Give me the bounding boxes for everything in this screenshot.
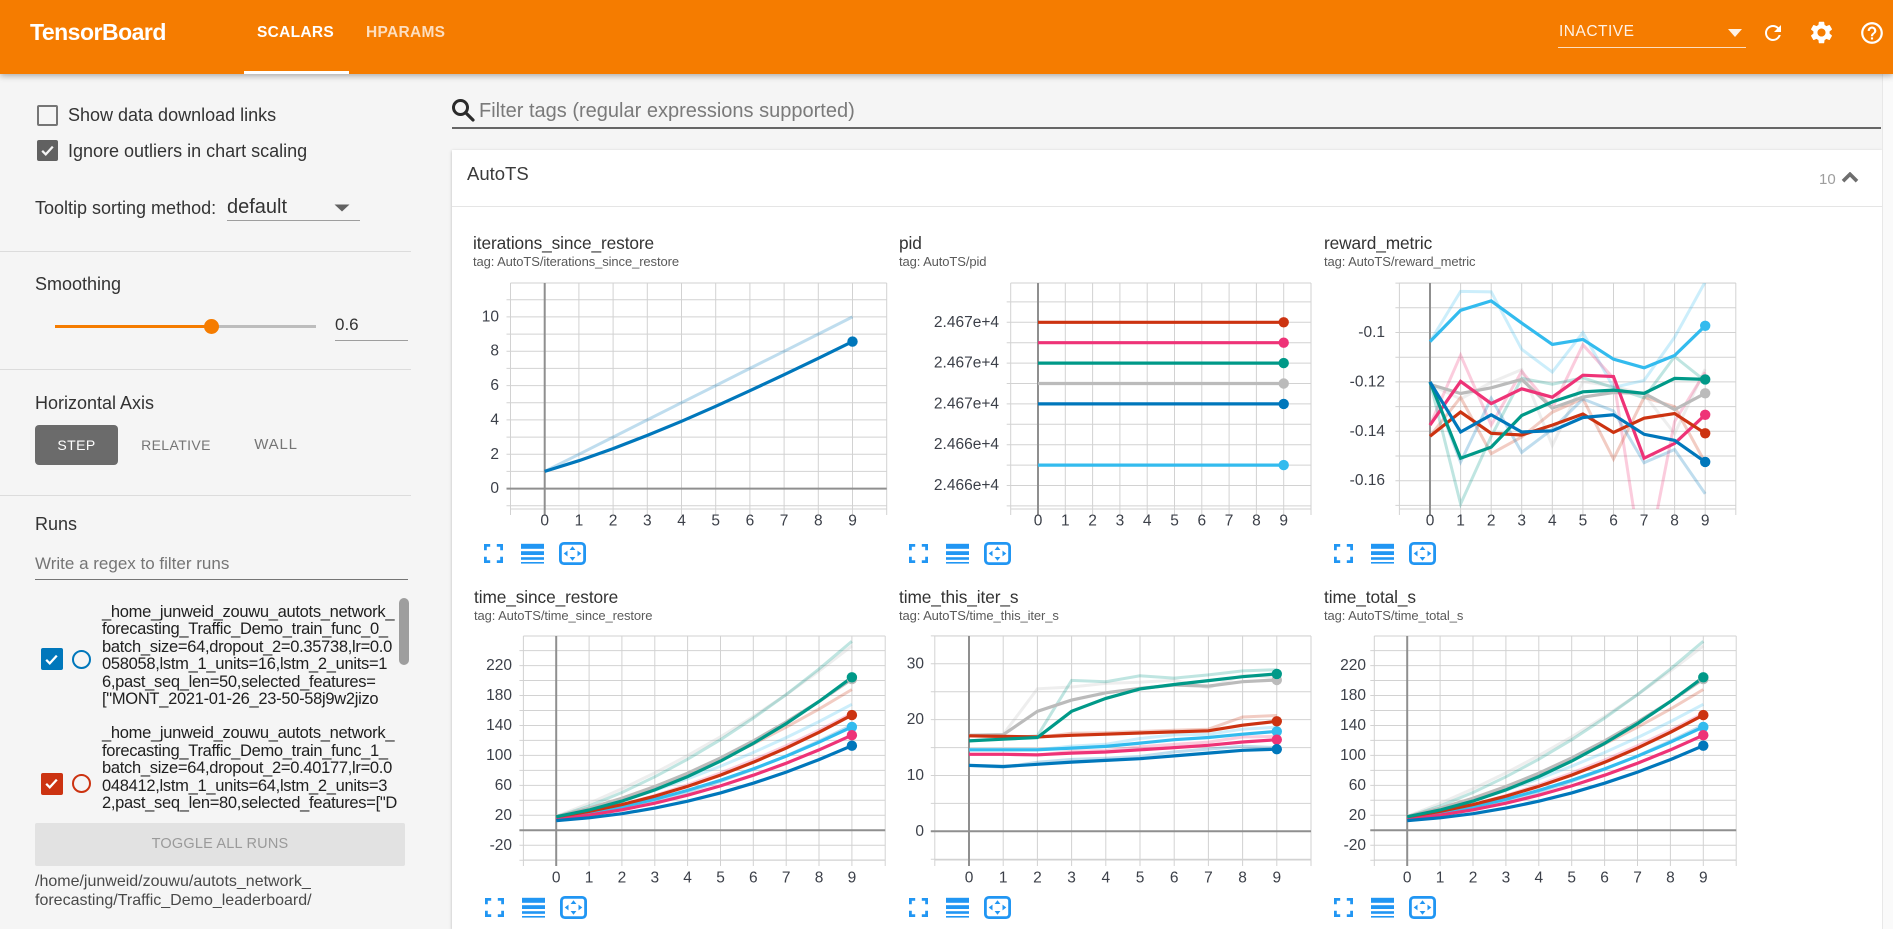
svg-text:2.467e+4: 2.467e+4 bbox=[934, 355, 999, 372]
svg-text:1: 1 bbox=[1456, 513, 1465, 530]
svg-text:0: 0 bbox=[552, 870, 561, 887]
svg-text:30: 30 bbox=[907, 655, 925, 672]
svg-text:-0.1: -0.1 bbox=[1358, 324, 1385, 341]
svg-text:7: 7 bbox=[782, 870, 791, 887]
svg-text:7: 7 bbox=[1225, 513, 1234, 530]
svg-text:7: 7 bbox=[1633, 870, 1642, 887]
svg-text:-0.12: -0.12 bbox=[1350, 373, 1385, 390]
svg-text:20: 20 bbox=[907, 711, 925, 728]
svg-text:20: 20 bbox=[1349, 807, 1367, 824]
svg-text:2.467e+4: 2.467e+4 bbox=[934, 314, 999, 331]
svg-text:0: 0 bbox=[1426, 513, 1435, 530]
svg-text:2: 2 bbox=[618, 870, 627, 887]
svg-text:8: 8 bbox=[490, 343, 499, 360]
svg-text:180: 180 bbox=[486, 687, 512, 704]
svg-text:4: 4 bbox=[1548, 513, 1557, 530]
svg-text:6: 6 bbox=[1600, 870, 1609, 887]
svg-text:8: 8 bbox=[814, 513, 823, 530]
svg-text:-20: -20 bbox=[1344, 837, 1367, 854]
svg-text:3: 3 bbox=[1502, 870, 1511, 887]
svg-text:2: 2 bbox=[1487, 513, 1496, 530]
svg-text:1: 1 bbox=[575, 513, 584, 530]
svg-text:4: 4 bbox=[683, 870, 692, 887]
svg-text:5: 5 bbox=[716, 870, 725, 887]
svg-text:60: 60 bbox=[1349, 777, 1367, 794]
svg-text:2: 2 bbox=[609, 513, 618, 530]
svg-text:7: 7 bbox=[1204, 870, 1213, 887]
svg-text:8: 8 bbox=[1238, 870, 1247, 887]
svg-text:8: 8 bbox=[815, 870, 824, 887]
svg-text:5: 5 bbox=[1170, 513, 1179, 530]
svg-text:6: 6 bbox=[1609, 513, 1618, 530]
svg-text:10: 10 bbox=[482, 308, 500, 325]
svg-text:4: 4 bbox=[1534, 870, 1543, 887]
svg-text:0: 0 bbox=[1403, 870, 1412, 887]
svg-text:-0.16: -0.16 bbox=[1350, 472, 1385, 489]
svg-text:9: 9 bbox=[848, 870, 857, 887]
svg-text:2: 2 bbox=[490, 446, 499, 463]
svg-text:3: 3 bbox=[650, 870, 659, 887]
svg-text:100: 100 bbox=[1340, 747, 1366, 764]
svg-text:1: 1 bbox=[585, 870, 594, 887]
svg-text:1: 1 bbox=[999, 870, 1008, 887]
svg-text:3: 3 bbox=[1067, 870, 1076, 887]
svg-text:20: 20 bbox=[495, 807, 513, 824]
svg-text:2: 2 bbox=[1469, 870, 1478, 887]
svg-text:3: 3 bbox=[1116, 513, 1125, 530]
svg-text:0: 0 bbox=[965, 870, 974, 887]
svg-text:100: 100 bbox=[486, 747, 512, 764]
svg-text:-20: -20 bbox=[490, 837, 513, 854]
svg-text:-0.14: -0.14 bbox=[1350, 423, 1386, 440]
svg-text:3: 3 bbox=[643, 513, 652, 530]
svg-text:2: 2 bbox=[1033, 870, 1042, 887]
svg-text:9: 9 bbox=[1272, 870, 1281, 887]
svg-text:9: 9 bbox=[1699, 870, 1708, 887]
svg-text:8: 8 bbox=[1252, 513, 1261, 530]
svg-text:6: 6 bbox=[490, 377, 499, 394]
svg-text:3: 3 bbox=[1517, 513, 1526, 530]
svg-text:5: 5 bbox=[1136, 870, 1145, 887]
svg-text:4: 4 bbox=[677, 513, 686, 530]
svg-text:9: 9 bbox=[1701, 513, 1710, 530]
svg-text:60: 60 bbox=[495, 777, 513, 794]
svg-text:0: 0 bbox=[490, 480, 499, 497]
svg-text:220: 220 bbox=[1340, 657, 1366, 674]
svg-text:5: 5 bbox=[711, 513, 720, 530]
svg-text:9: 9 bbox=[848, 513, 857, 530]
svg-text:140: 140 bbox=[486, 717, 512, 734]
svg-text:8: 8 bbox=[1670, 513, 1679, 530]
svg-text:220: 220 bbox=[486, 657, 512, 674]
svg-text:1: 1 bbox=[1436, 870, 1445, 887]
svg-text:2.467e+4: 2.467e+4 bbox=[934, 395, 999, 412]
svg-text:10: 10 bbox=[907, 767, 925, 784]
svg-text:2.466e+4: 2.466e+4 bbox=[934, 477, 999, 494]
svg-text:6: 6 bbox=[746, 513, 755, 530]
svg-text:0: 0 bbox=[915, 823, 924, 840]
svg-text:4: 4 bbox=[490, 411, 499, 428]
svg-text:7: 7 bbox=[780, 513, 789, 530]
svg-text:1: 1 bbox=[1061, 513, 1070, 530]
svg-text:0: 0 bbox=[1034, 513, 1043, 530]
svg-text:6: 6 bbox=[1197, 513, 1206, 530]
svg-text:4: 4 bbox=[1101, 870, 1110, 887]
svg-text:0: 0 bbox=[540, 513, 549, 530]
svg-text:2.466e+4: 2.466e+4 bbox=[934, 436, 999, 453]
svg-text:140: 140 bbox=[1340, 717, 1366, 734]
svg-text:8: 8 bbox=[1666, 870, 1675, 887]
svg-text:6: 6 bbox=[1170, 870, 1179, 887]
svg-text:5: 5 bbox=[1579, 513, 1588, 530]
svg-text:6: 6 bbox=[749, 870, 758, 887]
svg-text:5: 5 bbox=[1567, 870, 1576, 887]
svg-text:180: 180 bbox=[1340, 687, 1366, 704]
svg-text:7: 7 bbox=[1640, 513, 1649, 530]
svg-text:9: 9 bbox=[1279, 513, 1288, 530]
svg-text:2: 2 bbox=[1088, 513, 1097, 530]
svg-text:4: 4 bbox=[1143, 513, 1152, 530]
